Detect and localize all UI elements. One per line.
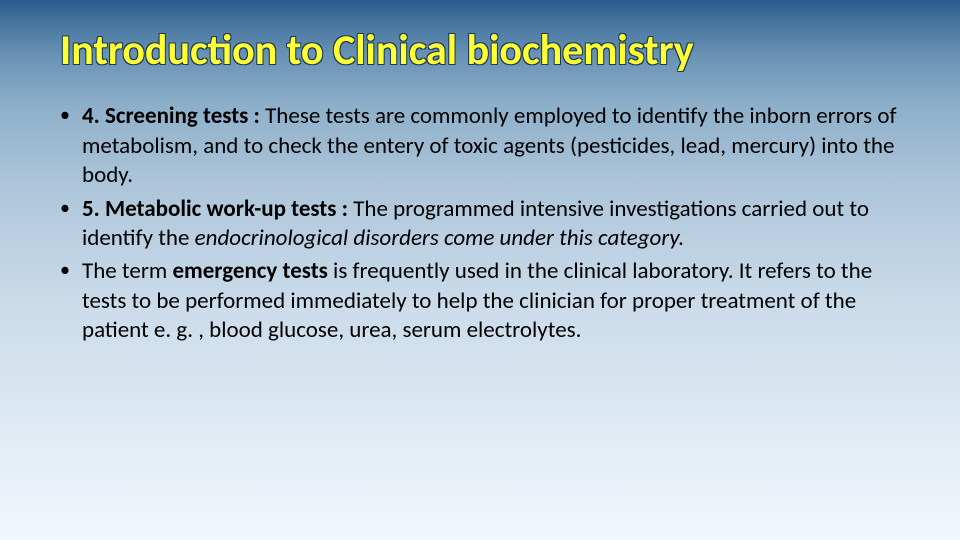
bullet-dot: •: [60, 102, 82, 190]
bullet-lead: 4. Screening tests :: [82, 102, 265, 130]
slide-title: Introduction to Clinical biochemistry: [60, 28, 900, 74]
bullet-item: • 5. Metabolic work-up tests : The progr…: [60, 195, 900, 254]
bullet-item: • 4. Screening tests : These tests are c…: [60, 102, 900, 190]
bullet-text: 4. Screening tests : These tests are com…: [82, 102, 900, 190]
slide: Introduction to Clinical biochemistry • …: [0, 0, 960, 540]
bullet-dot: •: [60, 195, 82, 254]
bullet-list: • 4. Screening tests : These tests are c…: [60, 102, 900, 346]
bullet-bold-inline: emergency tests: [172, 257, 327, 285]
bullet-dot: •: [60, 257, 82, 345]
bullet-lead: 5. Metabolic work-up tests :: [82, 195, 353, 223]
bullet-item: • The term emergency tests is frequently…: [60, 257, 900, 345]
bullet-italic: endocrinological disorders come under th…: [195, 224, 685, 252]
bullet-pre: The term: [82, 257, 172, 285]
bullet-text: 5. Metabolic work-up tests : The program…: [82, 195, 900, 254]
bullet-text: The term emergency tests is frequently u…: [82, 257, 900, 345]
